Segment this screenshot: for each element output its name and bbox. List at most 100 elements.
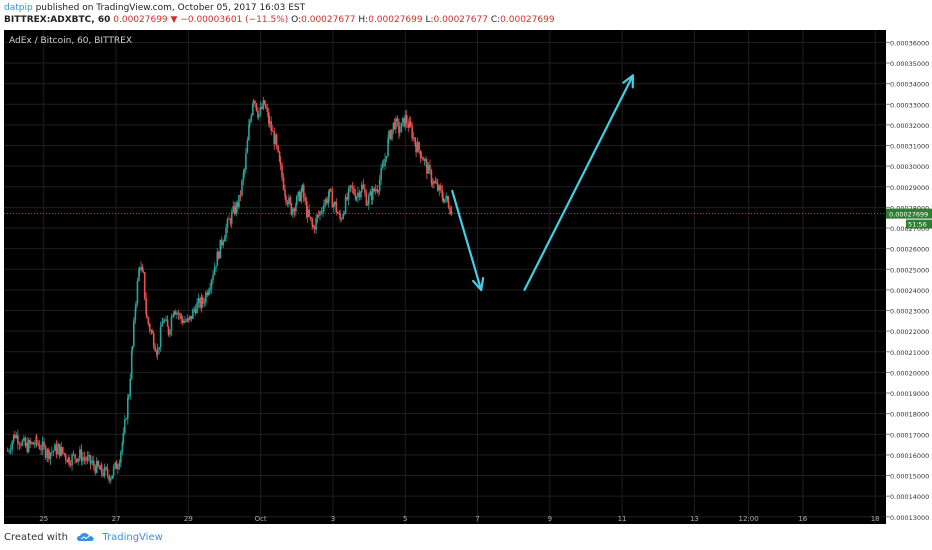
- candle-body: [21, 440, 24, 446]
- chart-title: AdEx / Bitcoin, 60, BITTREX: [9, 36, 132, 46]
- candle-body: [252, 103, 254, 116]
- candle-body: [373, 188, 376, 192]
- candle-body: [292, 208, 294, 215]
- last-price-label: 0.00027699: [889, 211, 928, 219]
- candle-body: [114, 462, 116, 468]
- candle-body: [208, 290, 210, 296]
- candle-body: [376, 189, 379, 192]
- candle-body: [302, 185, 305, 198]
- candle-body: [442, 197, 444, 203]
- y-tick-label: 0.00017000: [890, 431, 929, 439]
- annotation-arrow-head: [622, 74, 635, 89]
- candle-body: [309, 216, 312, 219]
- candle-body: [9, 449, 12, 451]
- candle-body: [414, 137, 416, 145]
- y-tick-label: 0.00022000: [890, 328, 929, 336]
- candle-body: [223, 237, 226, 242]
- candle-body: [177, 312, 180, 315]
- candle-body: [399, 132, 401, 134]
- candle-body: [220, 239, 223, 246]
- candle-body: [443, 199, 446, 203]
- candle-body: [419, 150, 422, 158]
- annotation-arrow-line: [523, 74, 635, 291]
- candle-body: [151, 331, 154, 334]
- candle-body: [427, 164, 430, 174]
- footer: Created with TradingView: [4, 532, 163, 543]
- candle-body: [77, 458, 79, 462]
- x-tick-label: 13: [690, 515, 699, 523]
- author-link[interactable]: datpip: [4, 3, 33, 13]
- candle-body: [162, 321, 164, 324]
- candle-body: [32, 442, 35, 445]
- chart-area[interactable]: [4, 30, 886, 524]
- candle-body: [293, 208, 296, 212]
- candle-body: [282, 177, 285, 190]
- candle-body: [92, 460, 95, 467]
- candle-body: [222, 241, 225, 246]
- candle-body: [393, 122, 396, 130]
- candle-body: [395, 118, 397, 130]
- candle-body: [109, 478, 112, 481]
- candle-body: [232, 206, 235, 213]
- candle-body: [387, 138, 389, 156]
- candle-body: [60, 447, 63, 456]
- candle-body: [316, 215, 319, 219]
- candle-body: [384, 158, 386, 167]
- candle-body: [449, 207, 451, 215]
- candle-body: [402, 118, 404, 123]
- candle-body: [213, 267, 216, 275]
- candle-body: [351, 186, 354, 189]
- created-with-label: Created with: [4, 532, 68, 543]
- candle-body: [190, 315, 193, 320]
- candle-body: [367, 195, 370, 205]
- candle-body: [343, 212, 346, 214]
- high-label: H:: [358, 15, 369, 25]
- candle-body: [206, 292, 209, 296]
- x-tick-label: 7: [475, 515, 479, 523]
- candle-body: [391, 129, 393, 140]
- y-tick-label: 0.00020000: [890, 369, 929, 377]
- x-tick-label: Oct: [255, 515, 267, 523]
- y-tick-label: 0.00013000: [890, 514, 929, 522]
- candle-body: [285, 195, 287, 202]
- candle-body: [275, 134, 278, 146]
- candle-body: [40, 449, 42, 450]
- candle-body: [43, 441, 45, 447]
- price-axis[interactable]: [886, 30, 932, 524]
- candle-body: [48, 449, 50, 460]
- candle-body: [229, 219, 232, 224]
- close-value: 0.00027699: [500, 15, 555, 25]
- candle-body: [142, 270, 144, 273]
- candle-body: [66, 459, 69, 463]
- grid-layer: [4, 30, 886, 524]
- candle-body: [88, 455, 90, 457]
- y-tick-label: 0.00014000: [890, 493, 929, 501]
- candle-body: [255, 103, 258, 111]
- candle-body: [130, 351, 133, 379]
- candle-body: [262, 100, 265, 109]
- high-value: 0.00027699: [368, 15, 423, 25]
- candle-body: [270, 121, 272, 131]
- candle-body: [330, 189, 332, 192]
- candle-body: [8, 450, 10, 452]
- candle-body: [408, 121, 411, 128]
- candle-body: [235, 202, 238, 215]
- candle-body: [205, 292, 207, 303]
- candle-body: [193, 309, 196, 310]
- candle-body: [450, 211, 453, 215]
- candle-body: [194, 309, 197, 314]
- candle-body: [295, 196, 298, 205]
- candle-body: [315, 218, 317, 230]
- candle-body: [186, 318, 188, 322]
- candle-body: [266, 108, 269, 112]
- y-tick-label: 0.00033000: [890, 101, 929, 109]
- candle-body: [297, 191, 300, 197]
- tradingview-brand[interactable]: TradingView: [102, 532, 163, 543]
- x-tick-label: 12:00: [739, 515, 759, 523]
- candle-body: [80, 449, 83, 462]
- candle-body: [189, 315, 191, 320]
- candle-body: [17, 435, 19, 444]
- candle-body: [364, 188, 366, 194]
- candle-body: [97, 460, 100, 467]
- quote-line: BITTREX:ADXBTC, 60 0.00027699 ▼ −0.00003…: [4, 14, 555, 26]
